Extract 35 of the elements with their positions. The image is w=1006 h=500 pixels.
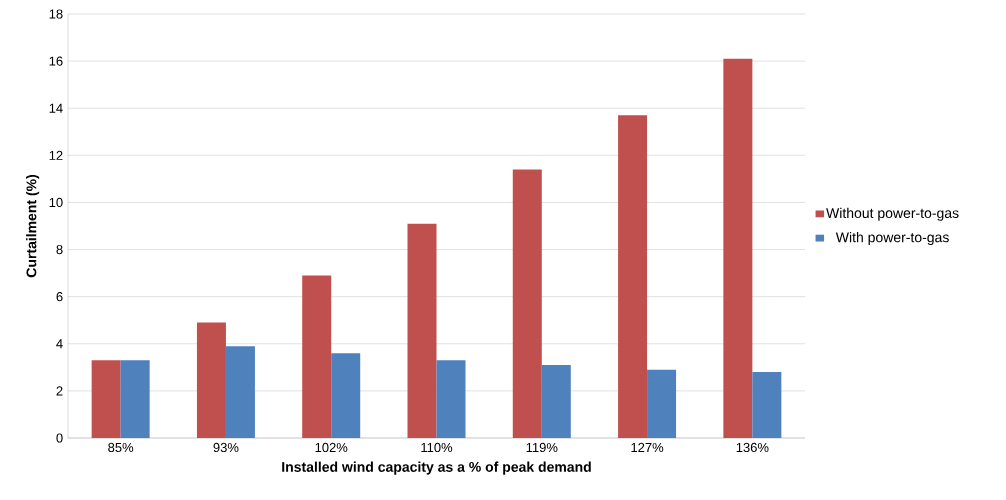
- bar: [436, 360, 466, 438]
- bar: [225, 346, 255, 438]
- bar: [331, 353, 361, 438]
- y-axis-title: Curtailment (%): [26, 174, 40, 278]
- bar: [512, 169, 542, 438]
- x-tick-label: 102%: [315, 442, 348, 453]
- bar: [302, 275, 332, 438]
- bar: [407, 223, 437, 438]
- y-tick-label: 18: [49, 9, 63, 19]
- bar: [647, 369, 677, 438]
- bar: [120, 360, 150, 438]
- legend-label: With power-to-gas: [835, 231, 949, 246]
- x-axis-title: Installed wind capacity as a % of peak demand: [282, 461, 591, 475]
- y-tick-label: 14: [49, 103, 63, 113]
- bar: [91, 360, 121, 438]
- y-tick-label: 10: [49, 197, 63, 208]
- y-tick-label: 4: [56, 339, 63, 349]
- y-tick-label: 0: [56, 433, 63, 443]
- y-tick-label: 8: [56, 244, 63, 255]
- y-tick-label: 12: [49, 150, 63, 160]
- bar: [723, 58, 753, 438]
- x-tick-label: 127%: [631, 442, 664, 453]
- y-tick-label: 2: [56, 386, 63, 396]
- x-tick-label: 93%: [213, 442, 239, 453]
- x-tick-label: 119%: [526, 442, 558, 453]
- y-tick-label: 16: [49, 56, 63, 66]
- legend-label: Without power-to-gas: [826, 207, 959, 221]
- bar: [752, 372, 782, 438]
- x-tick-label: 110%: [421, 442, 453, 453]
- x-tick-label: 136%: [736, 442, 769, 453]
- bar: [618, 115, 648, 438]
- y-tick-label: 6: [56, 292, 63, 302]
- x-tick-label: 85%: [108, 442, 134, 453]
- bar: [541, 364, 571, 438]
- bar: [196, 322, 226, 438]
